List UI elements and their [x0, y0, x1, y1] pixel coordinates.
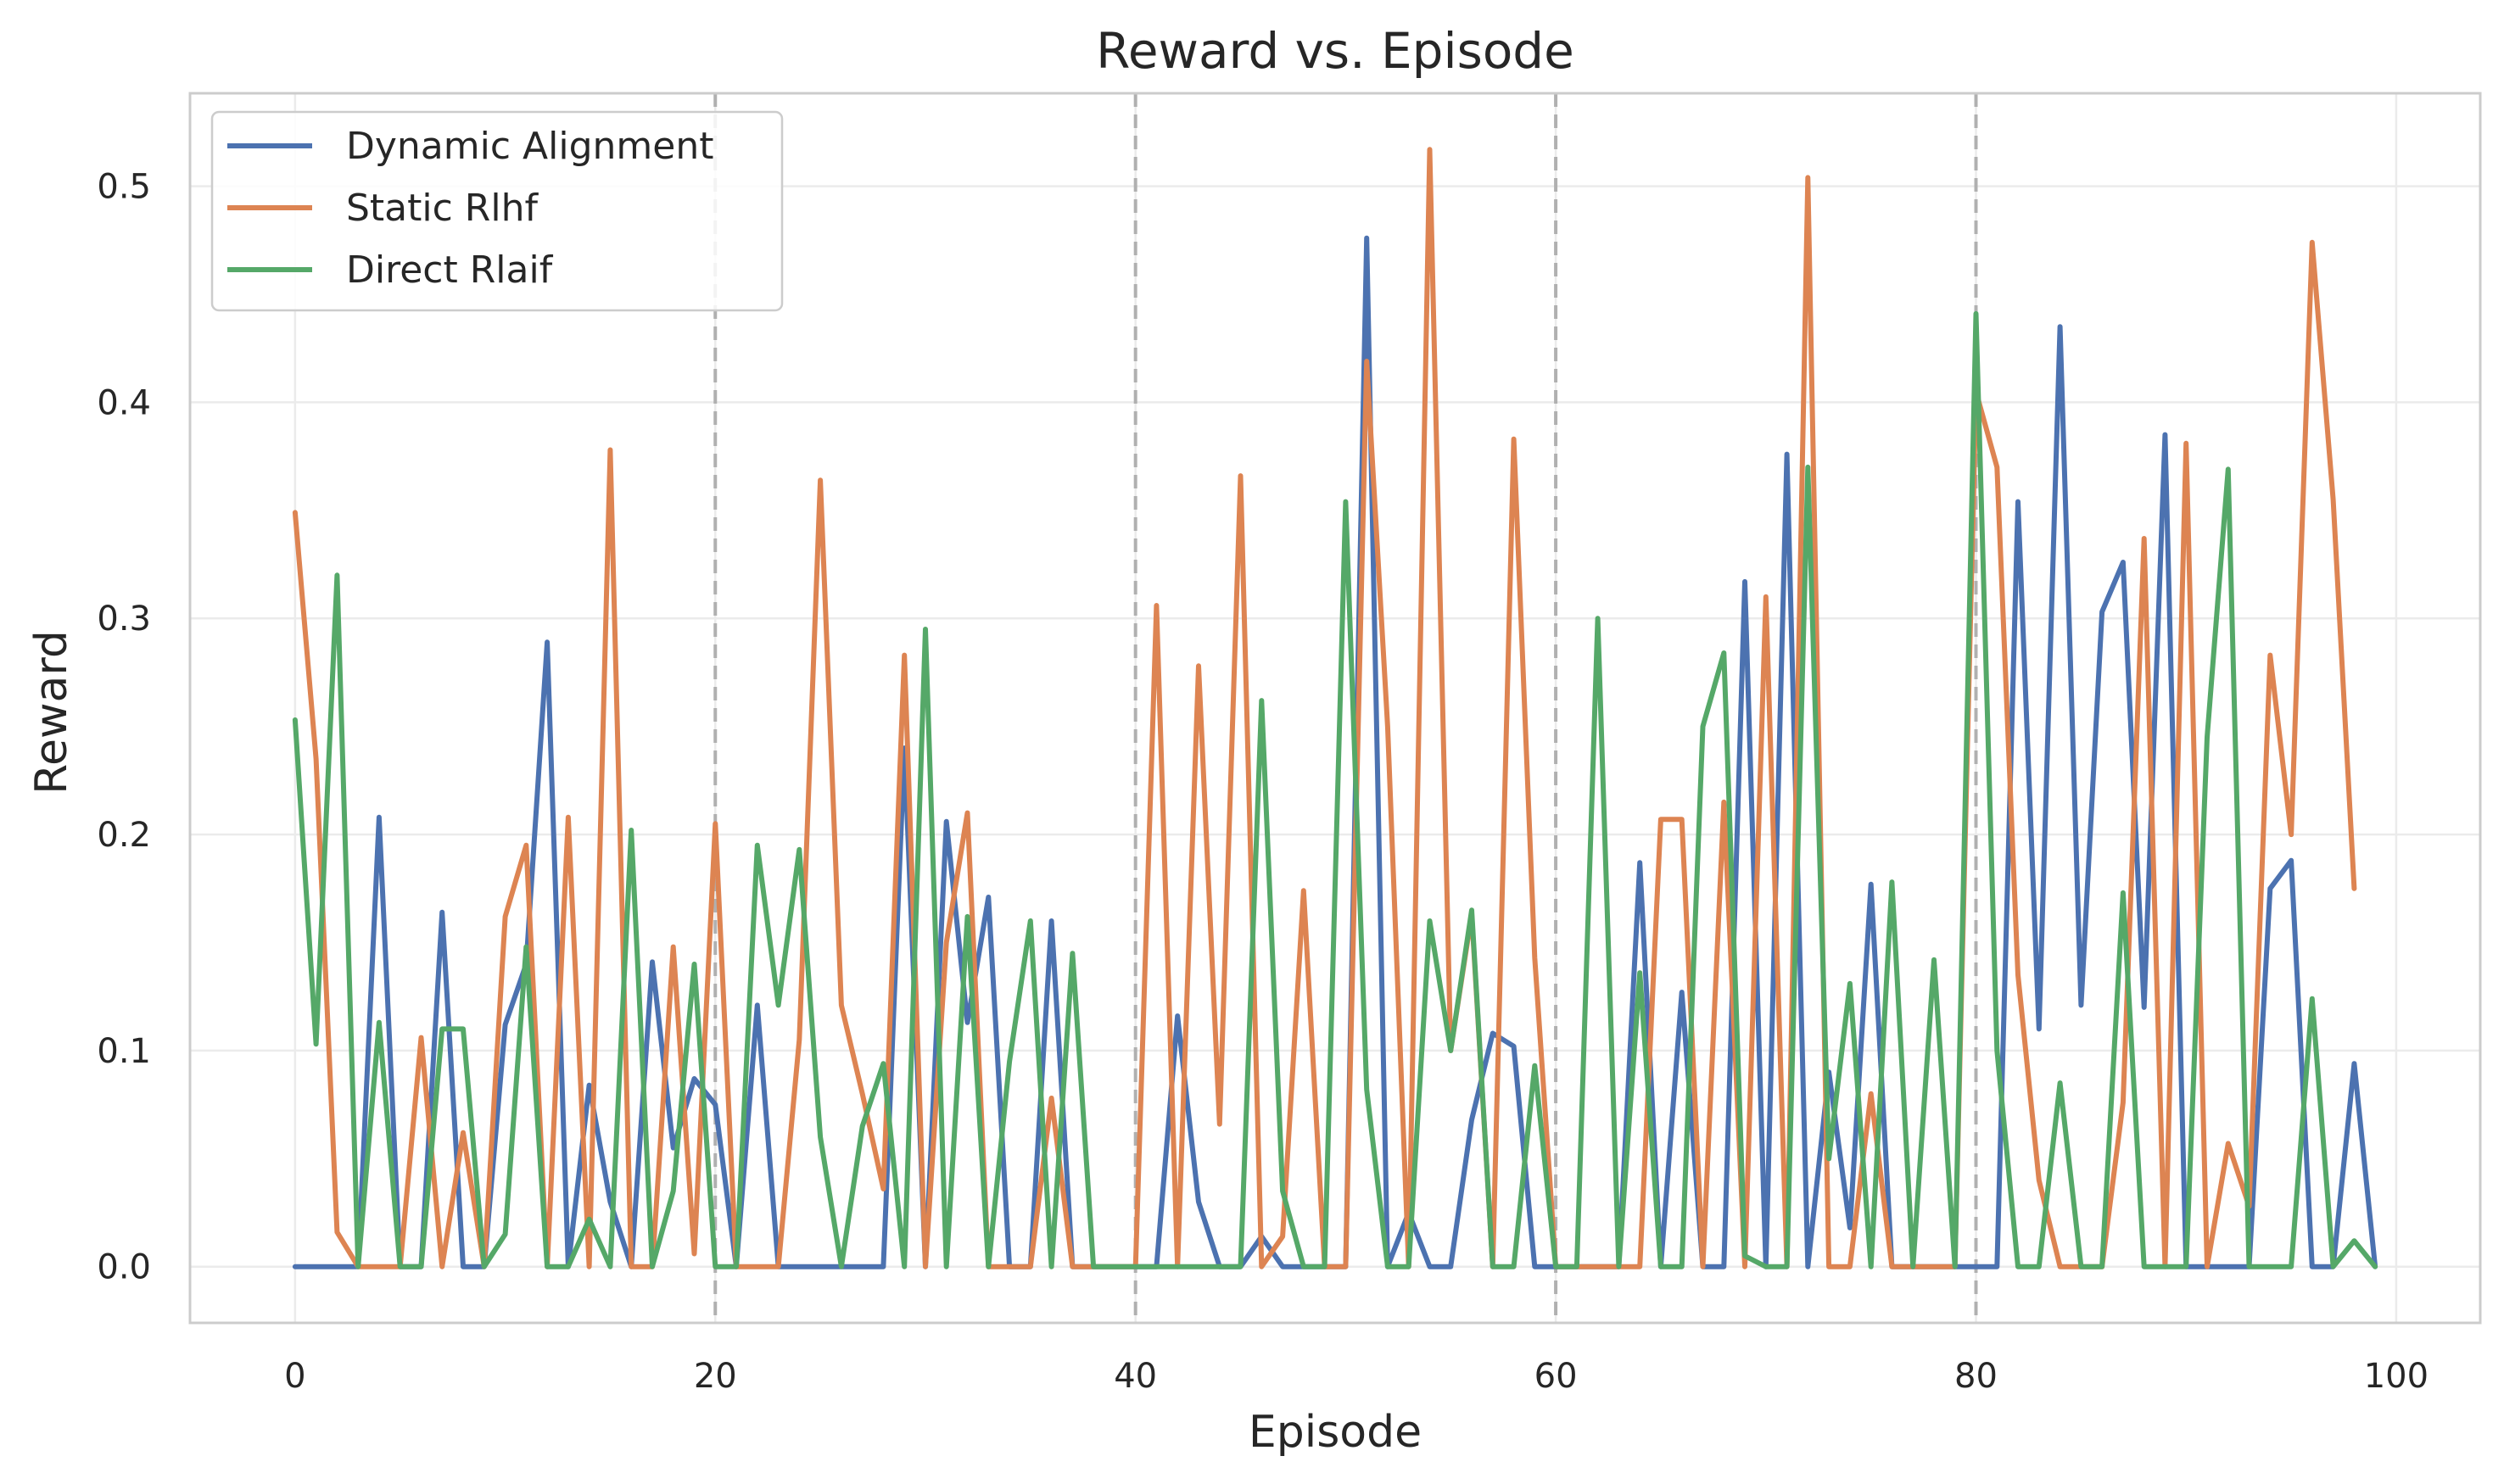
x-tick-label: 0 [284, 1357, 305, 1396]
y-tick-label: 0.2 [97, 816, 151, 855]
plot-border [188, 92, 2482, 1325]
x-axis-ticks: 0 20 40 60 80 100 [284, 1357, 2429, 1396]
legend-box [210, 110, 784, 312]
series-lines [292, 147, 2378, 1269]
legend-label: Static Rlhf [346, 187, 539, 230]
y-axis-ticks: 0.0 0.1 0.2 0.3 0.4 0.5 [97, 168, 151, 1287]
legend: Dynamic Alignment Static Rlhf Direct Rlaif [210, 110, 784, 312]
y-tick-label: 0.3 [97, 600, 151, 639]
series-line-3 [292, 310, 2378, 1269]
x-axis-label: Episode [1249, 1407, 1422, 1458]
y-tick-label: 0.4 [97, 383, 151, 422]
x-tick-label: 60 [1534, 1357, 1578, 1396]
x-tick-label: 20 [694, 1357, 737, 1396]
legend-label: Dynamic Alignment [346, 125, 713, 168]
legend-label: Direct Rlaif [346, 248, 554, 292]
y-tick-label: 0.5 [97, 168, 151, 207]
x-tick-label: 100 [2364, 1357, 2429, 1396]
y-axis-label: Reward [26, 630, 77, 795]
x-tick-label: 40 [1114, 1357, 1157, 1396]
y-tick-label: 0.1 [97, 1032, 151, 1071]
y-tick-label: 0.0 [97, 1248, 151, 1287]
x-tick-label: 80 [1954, 1357, 1998, 1396]
chart-title: Reward vs. Episode [1096, 22, 1574, 80]
